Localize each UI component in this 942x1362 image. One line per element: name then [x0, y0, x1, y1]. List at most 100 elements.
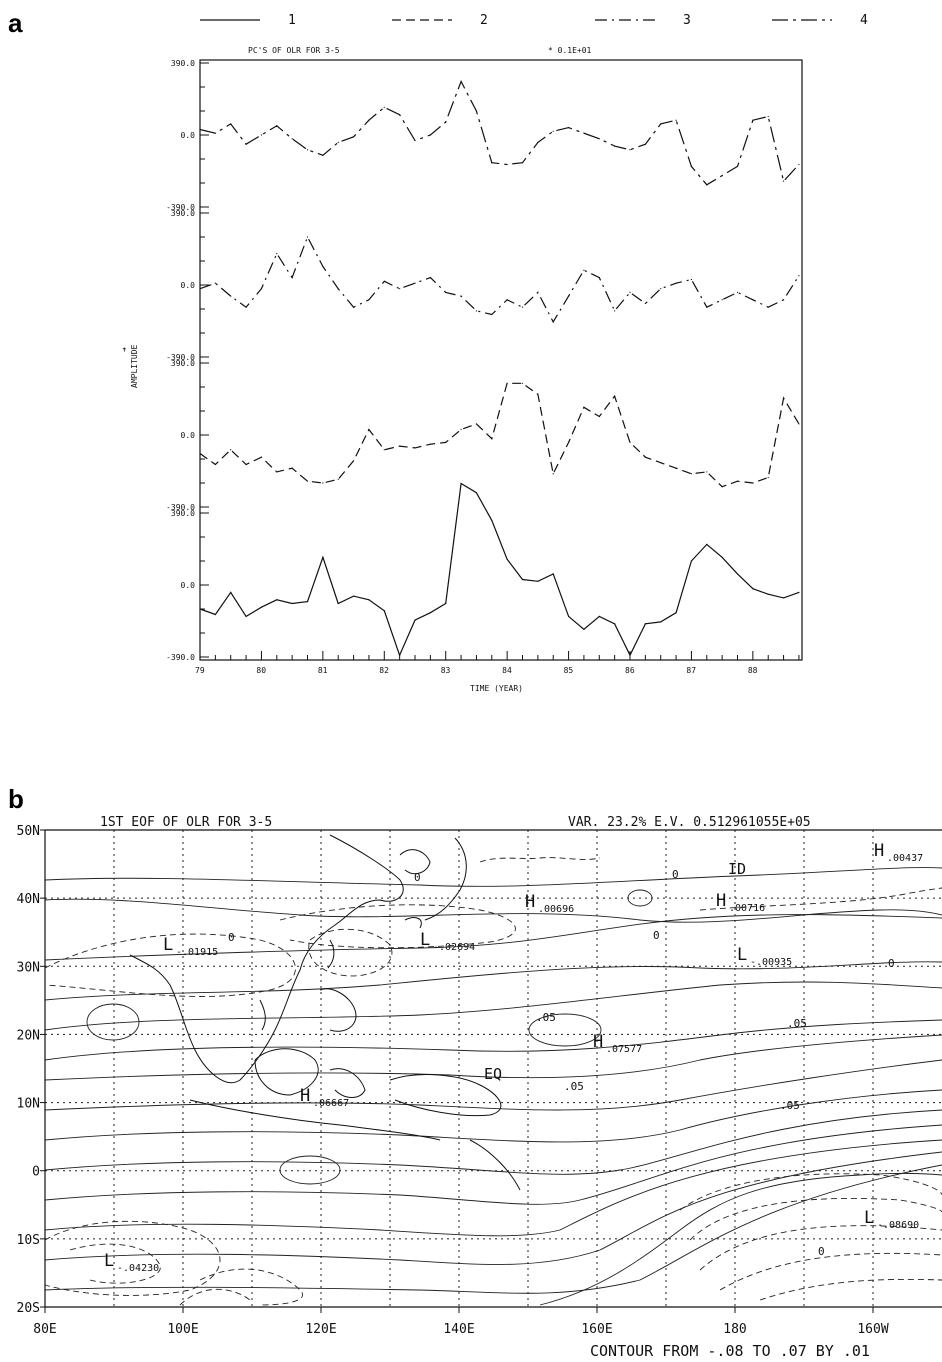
y-tick-label: -390.0 [166, 353, 195, 362]
series-3-point [352, 306, 355, 308]
x-tick-label: 84 [502, 666, 512, 675]
series-4-point [506, 163, 508, 166]
series-3-point [245, 306, 247, 308]
series-2-point [506, 382, 508, 384]
series-1-point [567, 615, 570, 617]
series-3-point [383, 280, 385, 282]
series-1-point [414, 619, 416, 621]
series-1-point [445, 602, 447, 605]
series-4-point [736, 165, 739, 167]
series-2-point [368, 428, 370, 431]
series-1-point [475, 492, 478, 494]
x-tick-label: 82 [379, 666, 389, 675]
series-line-4 [199, 80, 800, 186]
series-4-point [521, 162, 524, 164]
series-4-point [629, 149, 631, 151]
series-3-point [429, 277, 431, 279]
panel-a-y-tick-labels: 390.00.0-390.0390.00.0-390.0390.00.0-390… [166, 59, 195, 662]
series-1-point [537, 580, 539, 582]
series-4-point [383, 106, 385, 108]
lat-tick-label: 40N [17, 892, 40, 907]
series-1-point [690, 560, 693, 562]
series-4-point [306, 149, 309, 151]
series-2-point [230, 449, 232, 451]
series-2-point [690, 473, 693, 475]
series-4-point [537, 141, 539, 143]
series-3-point [399, 288, 401, 290]
series-1-point [352, 595, 355, 597]
panel-a-title: PC'S OF OLR FOR 3-5 [248, 46, 340, 55]
lon-tick-label: 140E [443, 1322, 474, 1337]
svg-text:L: L [104, 1251, 114, 1271]
svg-text:.06667: .06667 [313, 1098, 349, 1109]
panel-a-xlabel: TIME (YEAR) [470, 684, 523, 693]
y-tick-label: 0.0 [181, 281, 196, 290]
panel-a-series [199, 80, 800, 657]
series-3-point [552, 321, 554, 323]
svg-text:L: L [163, 935, 173, 955]
series-2-point [214, 463, 216, 466]
series-3-point [506, 299, 508, 301]
series-1-point [383, 610, 385, 612]
series-2-point [306, 480, 309, 482]
extremum-L-9: L -.04230 [104, 1251, 159, 1274]
x-tick-label: 81 [318, 666, 328, 675]
contour-label: 0 [672, 868, 679, 881]
legend-label-3: 3 [683, 13, 691, 28]
svg-text:-.08690: -.08690 [877, 1220, 919, 1231]
y-tick-label: 390.0 [171, 209, 195, 218]
svg-text:H: H [716, 891, 726, 911]
series-2-point [567, 441, 570, 443]
y-tick-label: 0.0 [181, 131, 196, 140]
series-2-point [414, 447, 416, 449]
panel-b-contours [44, 867, 942, 1306]
series-1-point [322, 556, 324, 558]
series-4-point [245, 143, 247, 145]
series-4-point [614, 145, 616, 147]
series-3-point [537, 291, 539, 293]
series-2-point [782, 397, 785, 399]
panel-b-grid [45, 830, 942, 1307]
panel-b-contour-note: CONTOUR FROM -.08 TO .07 BY .01 [590, 1342, 870, 1360]
extremum-H-6: H .07577 [593, 1032, 642, 1055]
panel-a-label: a [8, 8, 23, 38]
svg-text:-.00935: -.00935 [750, 957, 792, 968]
series-4-point [214, 132, 216, 134]
lon-tick-label: 120E [305, 1322, 336, 1337]
series-4-point [230, 123, 232, 125]
x-tick-label: 88 [748, 666, 758, 675]
series-3-point [752, 299, 754, 301]
series-3-point [475, 310, 478, 312]
legend-a: 1 2 3 4 [200, 13, 868, 28]
series-2-point [460, 428, 462, 431]
series-1-point [598, 615, 600, 617]
series-4-point [782, 180, 785, 182]
panel-b-map [44, 829, 942, 1308]
series-4-point [690, 165, 693, 167]
series-4-point [429, 134, 431, 136]
series-1-point [337, 602, 339, 605]
series-1-point [675, 612, 677, 614]
svg-text:-.02694: -.02694 [433, 942, 475, 953]
series-2-point [706, 471, 708, 473]
series-3-point [629, 291, 631, 293]
series-4-point [337, 141, 339, 143]
series-1-point [521, 578, 524, 581]
extremum-L-4: L -.02694 [420, 930, 475, 953]
series-3-point [445, 291, 447, 293]
series-3-point [291, 277, 293, 279]
x-tick-label: 83 [441, 666, 451, 675]
series-4-point [291, 138, 293, 140]
series-2-point [721, 486, 723, 488]
series-4-point [675, 119, 677, 121]
series-3-point [306, 236, 309, 238]
series-3-point [721, 299, 723, 301]
series-1-point [552, 573, 554, 575]
series-3-point [675, 282, 677, 284]
series-3-point [598, 277, 600, 279]
series-2-point [475, 423, 478, 425]
series-2-point [521, 382, 524, 384]
series-2-point [491, 438, 493, 440]
series-2-point [399, 445, 401, 447]
panel-b-x-tick-labels: 80E 100E 120E 140E 160E 180 160W [33, 1307, 889, 1337]
